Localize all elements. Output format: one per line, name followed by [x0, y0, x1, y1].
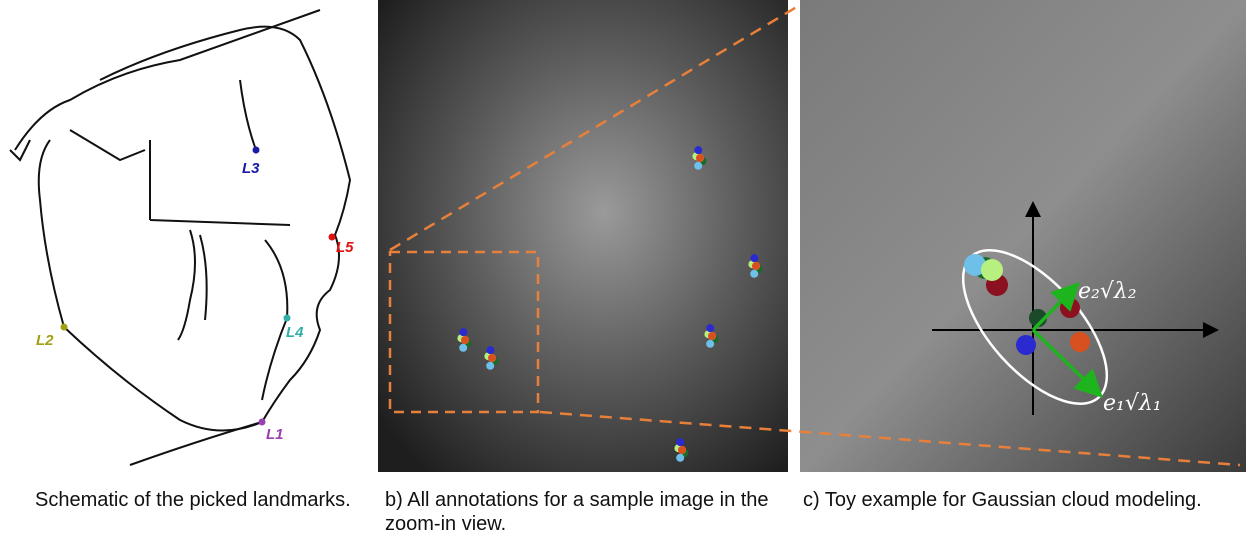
landmark-dot	[61, 324, 68, 331]
caption: Schematic of the picked landmarks.	[35, 488, 351, 512]
annotation-dot	[981, 259, 1003, 281]
annotation-dot	[706, 340, 714, 348]
skull-sketch	[10, 10, 350, 465]
caption: c) Toy example for Gaussian cloud modeli…	[803, 488, 1202, 512]
annotation-dot	[678, 446, 686, 454]
page: L3 L5 L4 L2 L1 e₂√λ₂ e₁√λ₁ Schematic of …	[0, 0, 1246, 535]
annotation-dot	[486, 362, 494, 370]
landmark-dot	[259, 419, 266, 426]
annotation-dot	[750, 254, 758, 262]
annotation-dot	[676, 454, 684, 462]
landmark-dot	[329, 234, 336, 241]
annotation-dot	[459, 344, 467, 352]
annotation-dot	[1070, 332, 1090, 352]
landmark-dot	[253, 147, 260, 154]
annotation-dot	[694, 162, 702, 170]
zoom-image	[800, 0, 1246, 472]
landmark-label: L3	[242, 160, 260, 177]
annotation-dot	[488, 354, 496, 362]
annotation-dot	[461, 336, 469, 344]
annotation-dot	[750, 270, 758, 278]
annotation-dot	[1016, 335, 1036, 355]
landmark-label: L1	[266, 426, 284, 443]
caption: b) All annotations for a sample image in…	[385, 488, 785, 536]
annotation-dot	[708, 332, 716, 340]
annotation-dot	[706, 324, 714, 332]
eigen-label: e₂√λ₂	[1078, 279, 1137, 304]
annotation-dot	[459, 328, 467, 336]
annotation-dot	[486, 346, 494, 354]
landmark-label: L2	[36, 332, 54, 349]
landmark-label: L4	[286, 324, 304, 341]
landmark-label: L5	[336, 239, 354, 256]
eigen-label: e₁√λ₁	[1103, 391, 1162, 416]
landmark-dot	[284, 315, 291, 322]
annotation-dot	[696, 154, 704, 162]
annotation-dot	[752, 262, 760, 270]
xray-image	[378, 0, 788, 472]
annotation-dot	[676, 438, 684, 446]
annotation-dot	[694, 146, 702, 154]
figure: L3 L5 L4 L2 L1 e₂√λ₂ e₁√λ₁	[0, 0, 1246, 475]
